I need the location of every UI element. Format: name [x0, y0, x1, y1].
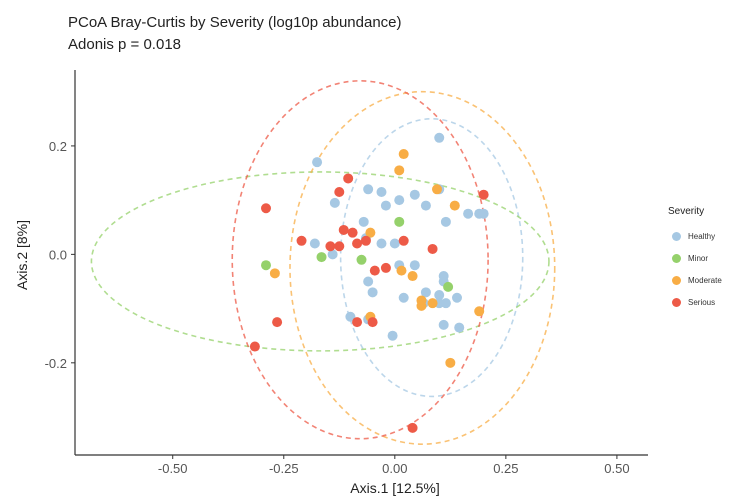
legend-swatch — [672, 231, 681, 241]
data-point-serious — [249, 341, 260, 352]
data-point-serious — [478, 189, 489, 200]
data-point-healthy — [463, 208, 474, 219]
data-point-serious — [338, 224, 349, 235]
legend-item-serious: Serious — [668, 291, 722, 313]
data-point-serious — [367, 317, 378, 328]
data-point-moderate — [269, 268, 280, 279]
data-point-moderate — [407, 271, 418, 282]
data-point-moderate — [449, 200, 460, 211]
data-point-healthy — [329, 197, 340, 208]
data-point-healthy — [309, 238, 320, 249]
legend-label: Minor — [688, 253, 709, 263]
data-point-serious — [369, 265, 380, 276]
data-point-healthy — [387, 330, 398, 341]
data-point-healthy — [367, 287, 378, 298]
data-point-healthy — [440, 216, 451, 227]
data-point-healthy — [358, 216, 369, 227]
data-point-serious — [334, 241, 345, 252]
data-point-healthy — [380, 200, 391, 211]
legend-title: Severity — [668, 206, 705, 217]
x-tick-label: 0.00 — [382, 461, 407, 476]
y-tick-label: 0.0 — [49, 247, 67, 262]
data-point-serious — [360, 235, 371, 246]
y-tick-label: 0.2 — [49, 139, 67, 154]
x-tick-label: 0.50 — [604, 461, 629, 476]
chart-title: PCoA Bray-Curtis by Severity (log10p abu… — [68, 14, 402, 31]
data-point-moderate — [394, 165, 405, 176]
data-point-healthy — [478, 208, 489, 219]
legend-swatch — [672, 253, 681, 263]
data-point-moderate — [474, 306, 485, 317]
data-point-moderate — [427, 298, 438, 309]
confidence-ellipse-serious — [231, 80, 489, 440]
data-point-healthy — [394, 195, 405, 206]
data-point-serious — [261, 203, 271, 214]
legend-label: Serious — [688, 297, 716, 307]
data-point-serious — [352, 317, 363, 328]
y-tick-label: -0.2 — [45, 356, 67, 371]
data-point-moderate — [445, 357, 456, 368]
chart-subtitle: Adonis p = 0.018 — [68, 36, 182, 53]
data-point-moderate — [398, 149, 409, 160]
data-point-moderate — [432, 184, 443, 195]
y-axis-label: Axis.2 [8%] — [14, 219, 30, 291]
data-point-serious — [407, 422, 418, 433]
data-point-serious — [343, 173, 354, 184]
data-point-serious — [272, 317, 283, 328]
data-point-minor — [443, 281, 454, 292]
x-tick-label: -0.50 — [158, 461, 188, 476]
data-point-healthy — [409, 260, 420, 271]
x-tick-label: -0.25 — [269, 461, 299, 476]
data-point-healthy — [376, 187, 387, 198]
x-axis-label: Axis.1 [12.5%] — [350, 480, 440, 496]
data-point-healthy — [434, 290, 445, 301]
confidence-ellipse-healthy — [339, 118, 524, 398]
data-point-minor — [316, 252, 327, 263]
data-point-healthy — [327, 249, 338, 260]
data-point-serious — [352, 238, 363, 249]
data-point-healthy — [454, 322, 465, 333]
data-point-serious — [296, 235, 307, 246]
data-point-moderate — [365, 227, 376, 238]
legend-swatch — [672, 297, 681, 307]
legend-label: Moderate — [688, 275, 722, 285]
data-point-healthy — [452, 292, 462, 303]
data-point-healthy — [438, 319, 449, 330]
x-tick-label: 0.25 — [493, 461, 518, 476]
data-point-serious — [334, 187, 345, 198]
data-point-minor — [261, 260, 271, 271]
confidence-ellipse-moderate — [289, 90, 556, 445]
data-point-serious — [427, 243, 438, 254]
data-point-healthy — [363, 276, 374, 287]
data-point-serious — [398, 235, 409, 246]
data-point-moderate — [396, 265, 407, 276]
legend-item-healthy: Healthy — [668, 225, 722, 247]
data-point-serious — [325, 241, 336, 252]
confidence-ellipse-minor — [90, 171, 550, 352]
legend-label: Healthy — [688, 231, 716, 241]
data-point-serious — [347, 227, 358, 238]
data-point-healthy — [434, 132, 445, 143]
data-point-healthy — [389, 238, 400, 249]
data-point-healthy — [363, 184, 374, 195]
data-point-healthy — [420, 287, 431, 298]
legend-swatch — [672, 275, 681, 285]
data-point-healthy — [420, 200, 431, 211]
data-point-serious — [380, 262, 391, 273]
legend: Severity Healthy Minor Moderate Serious — [668, 206, 722, 313]
data-point-minor — [356, 254, 367, 265]
data-point-healthy — [376, 238, 387, 249]
data-point-moderate — [416, 300, 427, 311]
data-point-healthy — [398, 292, 409, 303]
data-point-healthy — [409, 189, 420, 200]
data-point-healthy — [312, 157, 323, 168]
data-point-healthy — [440, 298, 451, 309]
legend-item-minor: Minor — [668, 247, 722, 269]
data-point-healthy — [345, 311, 356, 322]
legend-item-moderate: Moderate — [668, 269, 722, 291]
data-point-minor — [394, 216, 405, 227]
